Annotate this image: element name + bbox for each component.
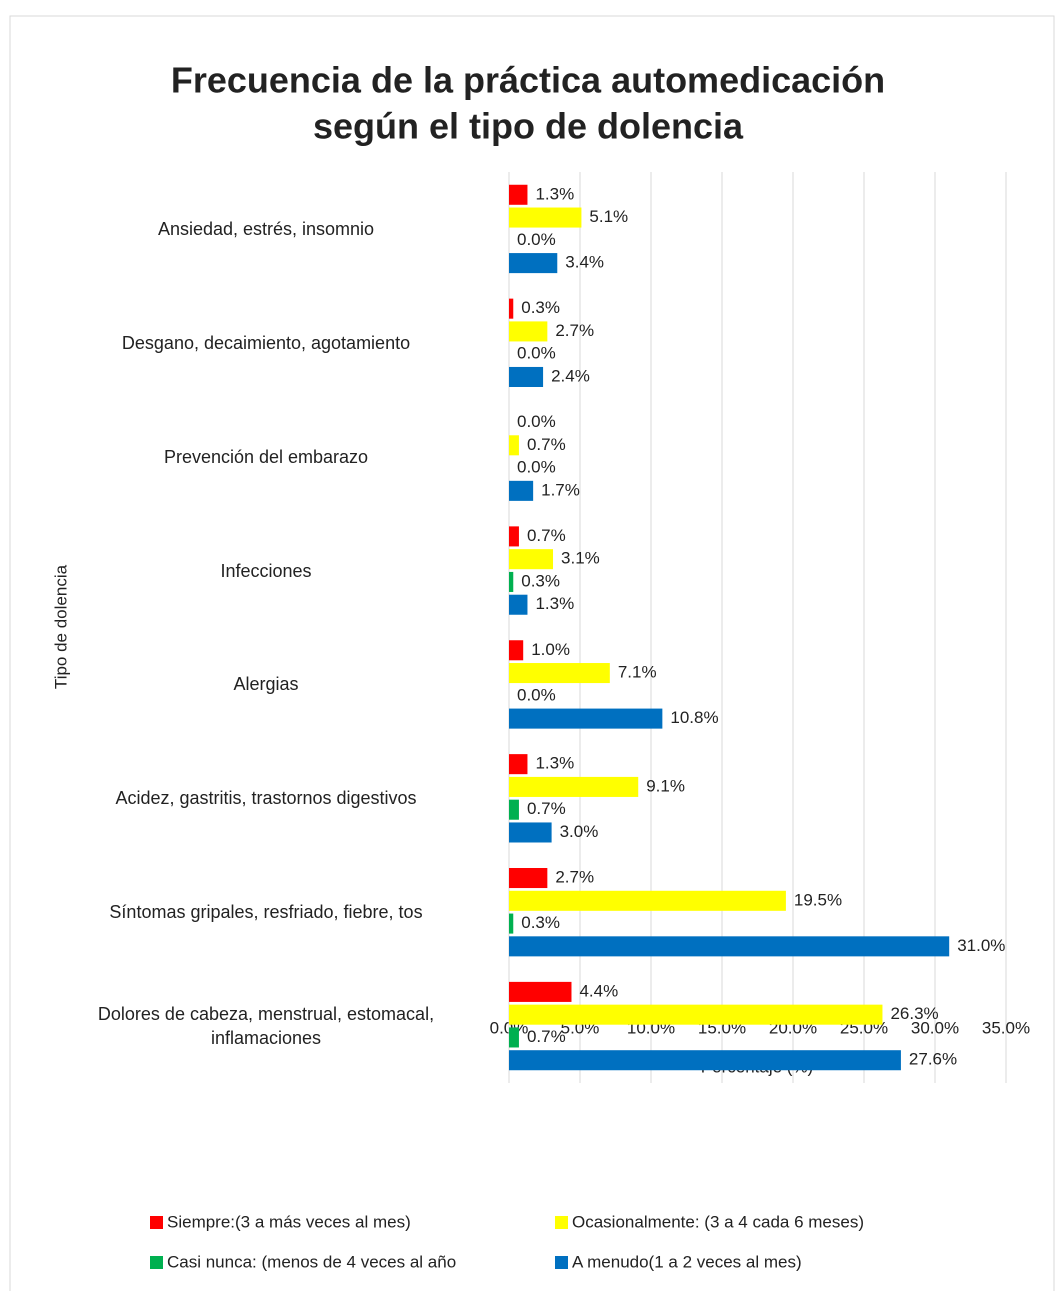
value-label: 10.8%	[670, 708, 718, 727]
bar	[509, 207, 582, 228]
chart-border	[9, 15, 1055, 1291]
value-label: 7.1%	[618, 663, 657, 682]
value-label: 27.6%	[909, 1050, 957, 1069]
value-label: 0.3%	[521, 298, 560, 317]
legend-swatch	[150, 1256, 163, 1269]
value-label: 0.7%	[527, 526, 566, 545]
legend-swatch	[555, 1256, 568, 1269]
bar	[509, 1050, 901, 1071]
value-label: 1.3%	[535, 184, 574, 203]
value-label: 0.0%	[517, 412, 556, 431]
y-tick-label: Prevención del embarazo	[163, 446, 369, 467]
bar	[509, 913, 514, 934]
bar	[509, 936, 950, 957]
bar	[509, 754, 528, 775]
bar	[509, 1027, 519, 1048]
y-tick-label: Desgano, decaimiento, agotamiento	[121, 332, 411, 353]
value-label: 4.4%	[579, 981, 618, 1000]
chart-subtitle: según el tipo de dolencia	[313, 106, 744, 147]
value-label: 0.3%	[521, 913, 560, 932]
bar	[509, 822, 552, 843]
y-tick-label: Infecciones	[220, 560, 312, 581]
value-label: 1.3%	[535, 594, 574, 613]
bar	[509, 776, 639, 797]
y-axis-title: Tipo de dolencia	[51, 564, 70, 689]
value-label: 2.7%	[555, 321, 594, 340]
value-label: 9.1%	[646, 776, 685, 795]
bar	[509, 253, 558, 274]
legend-swatch	[150, 1216, 163, 1229]
legend-label: Casi nunca: (menos de 4 veces al año	[167, 1252, 456, 1271]
bar	[509, 890, 786, 911]
value-label: 1.7%	[541, 480, 580, 499]
value-label: 0.0%	[517, 344, 556, 363]
value-label: 0.0%	[517, 685, 556, 704]
bar	[509, 435, 519, 456]
value-label: 3.4%	[565, 253, 604, 272]
bar	[509, 708, 663, 729]
value-label: 19.5%	[794, 890, 842, 909]
y-tick-label: Ansiedad, estrés, insomnio	[157, 218, 375, 239]
bar	[509, 799, 519, 820]
bar	[509, 298, 514, 319]
value-label: 5.1%	[589, 207, 628, 226]
y-tick-label: Alergias	[233, 674, 299, 695]
y-tick-label: Acidez, gastritis, trastornos digestivos	[115, 788, 417, 809]
value-label: 0.0%	[517, 458, 556, 477]
bar	[509, 663, 610, 684]
value-label: 1.3%	[535, 754, 574, 773]
bar	[509, 184, 528, 205]
chart-title: Frecuencia de la práctica automedicación	[171, 60, 885, 101]
value-label: 3.0%	[560, 822, 599, 841]
bar	[509, 981, 572, 1002]
value-label: 2.4%	[551, 366, 590, 385]
bar	[509, 321, 548, 342]
bar	[509, 868, 548, 889]
value-label: 0.3%	[521, 571, 560, 590]
value-label: 1.0%	[531, 640, 570, 659]
legend-label: Siempre:(3 a más veces al mes)	[167, 1212, 411, 1231]
legend-swatch	[555, 1216, 568, 1229]
bar	[509, 480, 534, 501]
bar	[509, 571, 514, 592]
bar	[509, 640, 524, 661]
bar	[509, 1004, 883, 1025]
value-label: 26.3%	[890, 1004, 938, 1023]
bar	[509, 549, 554, 570]
x-tick-label: 35.0%	[982, 1018, 1030, 1037]
bar	[509, 594, 528, 615]
y-tick-label: Dolores de cabeza, menstrual, estomacal,…	[97, 1004, 435, 1049]
bar	[509, 366, 544, 387]
value-label: 3.1%	[561, 549, 600, 568]
bar	[509, 526, 519, 547]
legend-label: A menudo(1 a 2 veces al mes)	[572, 1252, 802, 1271]
x-tick-label: 30.0%	[911, 1018, 959, 1037]
y-tick-label: Síntomas gripales, resfriado, fiebre, to…	[109, 902, 423, 923]
value-label: 0.0%	[517, 230, 556, 249]
value-label: 2.7%	[555, 868, 594, 887]
value-label: 0.7%	[527, 435, 566, 454]
legend-label: Ocasionalmente: (3 a 4 cada 6 meses)	[572, 1212, 864, 1231]
value-label: 31.0%	[957, 936, 1005, 955]
value-label: 0.7%	[527, 799, 566, 818]
value-label: 0.7%	[527, 1027, 566, 1046]
